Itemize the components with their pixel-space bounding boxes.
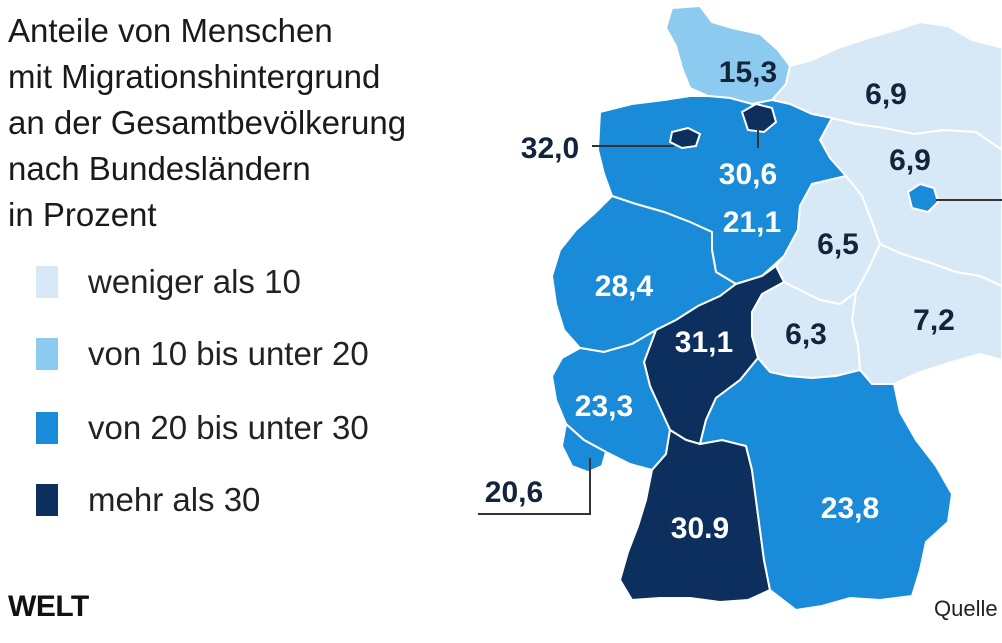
title-line-3: an der Gesamtbevölkerung bbox=[8, 104, 407, 141]
value-baden-wuerttemberg: 30.9 bbox=[671, 512, 729, 545]
value-hamburg: 30,6 bbox=[719, 158, 777, 191]
legend-label-20-to-30: von 20 bis unter 30 bbox=[88, 409, 369, 446]
title-line-2: mit Migrationshintergrund bbox=[8, 58, 381, 95]
legend-item-10-to-20: von 10 bis unter 20 bbox=[36, 334, 456, 374]
leader-line-saarland bbox=[478, 458, 591, 515]
value-sachsen: 7,2 bbox=[913, 304, 955, 337]
state-hamburg bbox=[740, 102, 778, 134]
value-schleswig-holstein: 15,3 bbox=[719, 56, 777, 89]
state-bremen bbox=[668, 126, 702, 150]
value-thueringen: 6,3 bbox=[785, 318, 827, 351]
state-saarland bbox=[560, 422, 608, 474]
source-label: Quelle bbox=[934, 596, 998, 621]
state-schleswig-holstein bbox=[664, 4, 792, 106]
legend-item-above-30: mehr als 30 bbox=[36, 480, 456, 520]
value-bayern: 23,8 bbox=[821, 492, 879, 525]
value-rheinland-pfalz: 23,3 bbox=[575, 390, 633, 423]
value-mecklenburg-vorpommern: 6,9 bbox=[865, 78, 907, 111]
legend-item-20-to-30: von 20 bis unter 30 bbox=[36, 408, 456, 448]
legend-swatch-10-to-20 bbox=[36, 338, 58, 370]
chart-title: Anteile von Menschen mit Migrationshinte… bbox=[8, 8, 508, 238]
title-line-4: nach Bundesländern bbox=[8, 150, 311, 187]
value-niedersachsen: 21,1 bbox=[723, 206, 781, 239]
value-hessen: 31,1 bbox=[675, 326, 733, 359]
title-line-1: Anteile von Menschen bbox=[8, 12, 333, 49]
state-bayern bbox=[698, 356, 954, 612]
value-bremen: 32,0 bbox=[521, 132, 579, 165]
legend-item-below-10: weniger als 10 bbox=[36, 262, 456, 302]
title-line-5: in Prozent bbox=[8, 196, 157, 233]
welt-logo: WELT bbox=[8, 590, 89, 623]
value-brandenburg: 6,9 bbox=[889, 144, 931, 177]
legend-swatch-20-to-30 bbox=[36, 412, 58, 444]
value-saarland: 20,6 bbox=[485, 476, 543, 509]
legend-label-below-10: weniger als 10 bbox=[88, 263, 301, 300]
legend-swatch-below-10 bbox=[36, 266, 58, 298]
value-sachsen-anhalt: 6,5 bbox=[817, 228, 859, 261]
legend-label-above-30: mehr als 30 bbox=[88, 481, 261, 518]
legend-swatch-above-30 bbox=[36, 484, 58, 516]
state-berlin bbox=[906, 182, 940, 214]
legend-label-10-to-20: von 10 bis unter 20 bbox=[88, 335, 369, 372]
value-nordrhein-westfalen: 28,4 bbox=[595, 270, 654, 303]
